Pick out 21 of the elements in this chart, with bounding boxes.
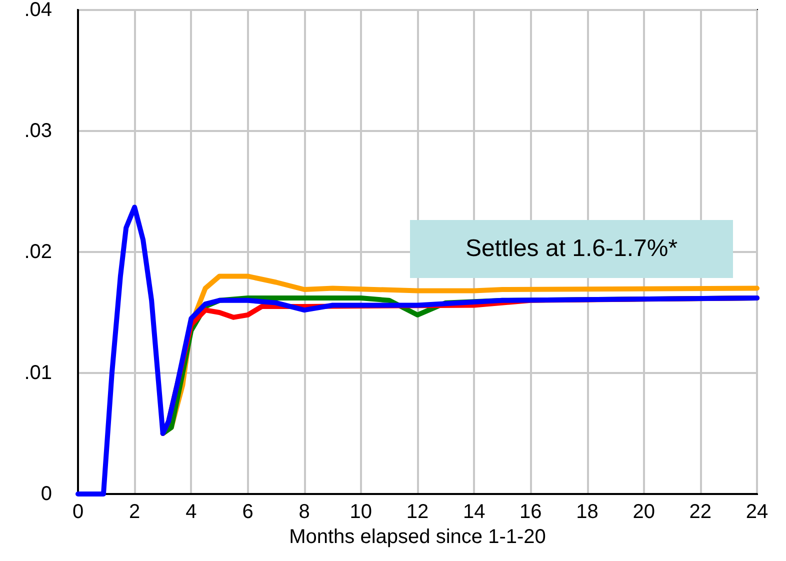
x-tick-label: 12 <box>406 501 429 523</box>
x-tick-label: 0 <box>72 501 84 523</box>
x-tick-label: 20 <box>632 501 655 523</box>
x-tick-label: 14 <box>462 501 486 523</box>
y-tick-label: .02 <box>24 241 52 263</box>
x-tick-label: 2 <box>129 501 140 523</box>
x-axis-title: Months elapsed since 1-1-20 <box>289 526 546 548</box>
y-tick-label: .01 <box>24 362 52 384</box>
x-tick-label: 10 <box>350 501 372 523</box>
x-tick-label: 8 <box>298 501 310 523</box>
x-tick-label: 4 <box>186 501 197 523</box>
x-tick-label: 18 <box>576 501 598 523</box>
y-tick-label: 0 <box>40 483 52 505</box>
x-tick-label: 16 <box>520 501 542 523</box>
x-tick-label: 6 <box>242 501 254 523</box>
x-tick-label: 22 <box>689 501 712 523</box>
x-tick-label: 24 <box>746 501 768 523</box>
text-box: Settles at 1.6-1.7%* <box>410 220 733 278</box>
y-tick-label: .04 <box>24 0 52 21</box>
annotation: Settles at 1.6-1.7%* <box>465 235 678 263</box>
y-tick-label: .03 <box>24 120 52 142</box>
